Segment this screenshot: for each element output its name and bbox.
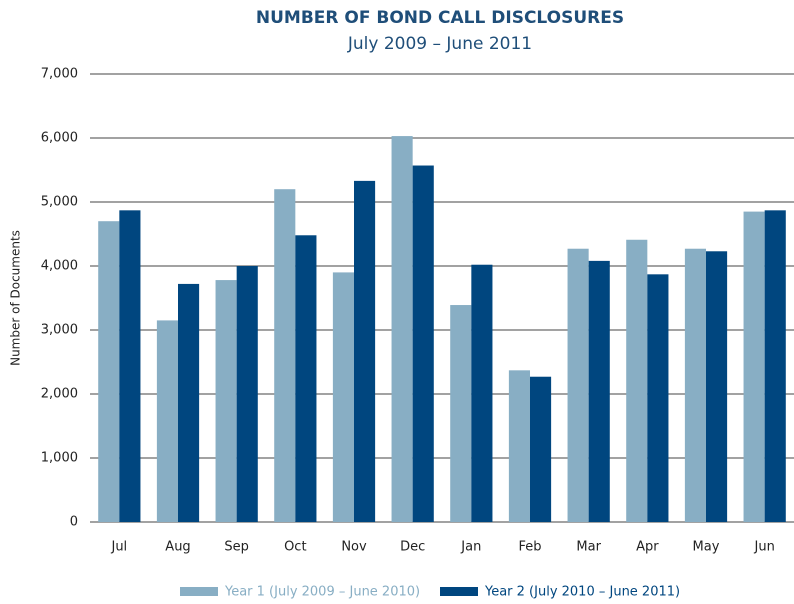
legend-label: Year 1 (July 2009 – June 2010) <box>224 585 420 600</box>
x-tick-label: Apr <box>636 540 659 555</box>
y-tick-label: 6,000 <box>41 131 78 146</box>
y-tick-label: 3,000 <box>41 323 78 338</box>
y-tick-label: 2,000 <box>41 387 78 402</box>
x-tick-label: Oct <box>284 540 306 555</box>
y-axis-label: Number of Documents <box>9 230 23 366</box>
x-tick-label: Feb <box>518 540 541 555</box>
x-tick-label: May <box>693 540 720 555</box>
bar <box>530 376 552 522</box>
x-tick-label: Nov <box>341 540 367 555</box>
bar <box>508 370 530 522</box>
legend-label: Year 2 (July 2010 – June 2011) <box>484 585 680 600</box>
bar <box>391 136 413 522</box>
bar <box>354 180 376 522</box>
bar <box>156 320 178 522</box>
bar <box>274 189 296 522</box>
x-tick-label: Aug <box>165 540 190 555</box>
chart-title: NUMBER OF BOND CALL DISCLOSURES <box>256 8 624 28</box>
bar <box>412 165 434 522</box>
y-tick-label: 0 <box>70 515 78 530</box>
bar <box>684 248 706 522</box>
bar <box>450 305 472 522</box>
bar <box>706 251 728 522</box>
bar <box>295 235 317 522</box>
bar <box>178 283 200 522</box>
x-tick-label: Sep <box>224 540 249 555</box>
x-tick-label: Jun <box>754 540 775 555</box>
x-tick-label: Mar <box>576 540 601 555</box>
bar <box>236 266 258 522</box>
bar <box>471 264 493 522</box>
bar <box>647 274 669 522</box>
bar <box>588 260 610 522</box>
x-tick-label: Jan <box>460 540 481 555</box>
bar <box>215 280 237 522</box>
x-tick-label: Dec <box>400 540 425 555</box>
y-tick-label: 5,000 <box>41 195 78 210</box>
bar <box>119 210 141 522</box>
bar <box>743 211 765 522</box>
legend-swatch <box>440 587 478 596</box>
bar <box>626 239 648 522</box>
y-tick-label: 4,000 <box>41 259 78 274</box>
bar <box>567 248 589 522</box>
bar <box>98 221 120 522</box>
chart-subtitle: July 2009 – June 2011 <box>347 34 532 54</box>
y-tick-label: 7,000 <box>41 67 78 82</box>
bar <box>332 272 354 522</box>
y-tick-label: 1,000 <box>41 451 78 466</box>
legend-swatch <box>180 587 218 596</box>
bar <box>764 210 786 522</box>
x-tick-label: Jul <box>110 540 127 555</box>
